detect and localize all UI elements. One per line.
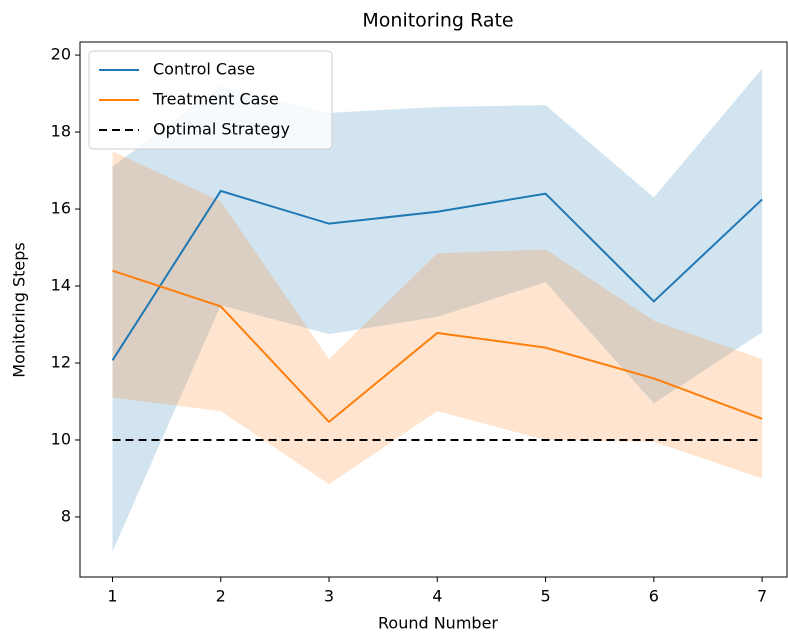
legend-label: Optimal Strategy <box>153 120 290 139</box>
confidence-band <box>112 151 763 485</box>
x-tick-label: 4 <box>432 587 442 606</box>
y-tick-label: 10 <box>51 429 71 448</box>
y-tick-label: 20 <box>51 45 71 64</box>
x-tick-label: 6 <box>649 587 659 606</box>
x-tick-label: 2 <box>216 587 226 606</box>
x-axis-label: Round Number <box>378 614 498 633</box>
y-axis-label: Monitoring Steps <box>10 242 29 377</box>
x-tick-label: 3 <box>324 587 334 606</box>
y-tick-label: 16 <box>51 199 71 218</box>
x-tick-label: 5 <box>540 587 550 606</box>
x-tick-label: 7 <box>757 587 767 606</box>
y-tick-label: 14 <box>51 276 71 295</box>
y-tick-label: 8 <box>61 506 71 525</box>
series-line <box>112 269 763 424</box>
confidence-band <box>112 68 763 552</box>
plot-area <box>111 68 763 552</box>
x-tick-label: 1 <box>107 587 117 606</box>
axes-frame <box>79 41 788 578</box>
legend-box <box>88 50 333 150</box>
y-tick-label: 12 <box>51 353 71 372</box>
y-tick-label: 18 <box>51 122 71 141</box>
legend-label: Control Case <box>153 60 255 79</box>
legend-label: Treatment Case <box>152 90 279 109</box>
chart-title: Monitoring Rate <box>362 10 513 32</box>
legend: Control Case Treatment Case Optimal Strate… <box>88 50 333 150</box>
series-line <box>111 189 763 361</box>
